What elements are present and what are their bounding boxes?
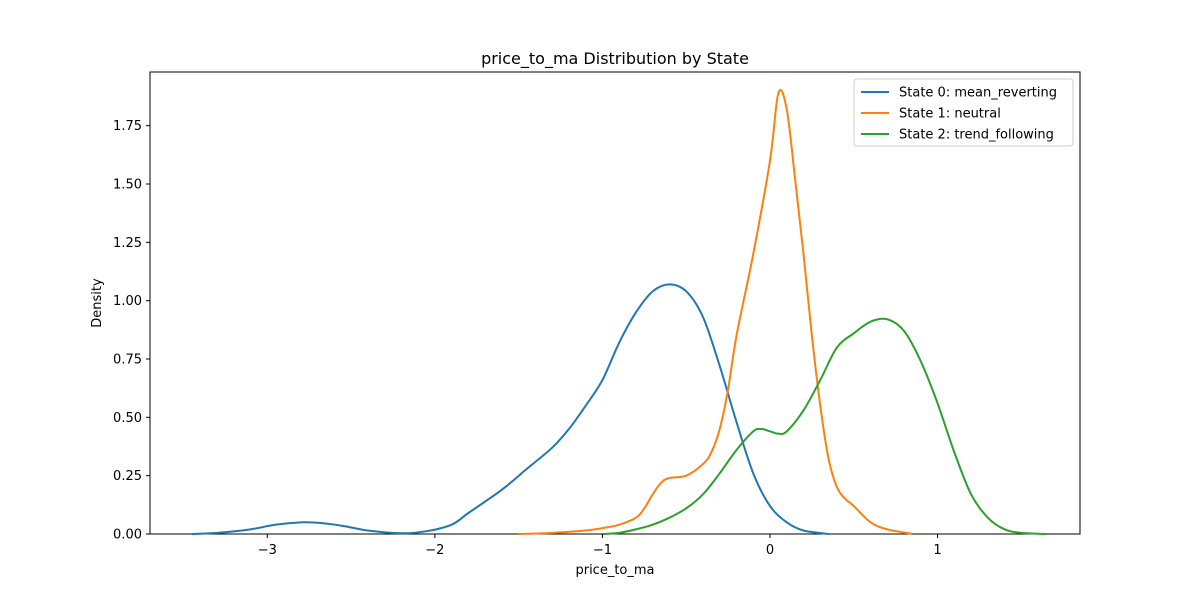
y-tick-label: 1.00 — [113, 294, 142, 309]
series-line-0 — [191, 283, 829, 535]
legend-label-2: State 2: trend_following — [899, 128, 1054, 143]
y-tick-label: 1.75 — [113, 119, 142, 134]
y-axis-ticks: 0.00 0.25 0.50 0.75 1.00 1.25 1.50 1.75 — [113, 119, 150, 543]
series-line-2 — [602, 317, 1047, 535]
x-tick-label: 0 — [766, 543, 774, 558]
x-tick-label: −1 — [593, 543, 612, 558]
x-tick-label: −2 — [425, 543, 444, 558]
series-line-1 — [518, 88, 913, 535]
legend-label-1: State 1: neutral — [899, 107, 1001, 122]
series-curves — [191, 88, 1047, 535]
y-tick-label: 0.00 — [113, 528, 142, 543]
y-tick-label: 1.25 — [113, 236, 142, 251]
x-tick-label: −3 — [258, 543, 277, 558]
x-axis-ticks: −3 −2 −1 0 1 — [258, 534, 942, 558]
legend-label-0: State 0: mean_reverting — [899, 86, 1057, 101]
legend-box — [853, 78, 1074, 147]
chart-title: price_to_ma Distribution by State — [481, 49, 749, 69]
y-tick-label: 1.50 — [113, 178, 142, 193]
y-tick-label: 0.25 — [113, 469, 142, 484]
legend: State 0: mean_reverting State 1: neutral S… — [853, 78, 1074, 147]
x-axis-label: price_to_ma — [575, 563, 654, 578]
y-tick-label: 0.50 — [113, 411, 142, 426]
x-tick-label: 1 — [933, 543, 941, 558]
y-axis-label: Density — [90, 278, 105, 328]
y-tick-label: 0.75 — [113, 353, 142, 368]
